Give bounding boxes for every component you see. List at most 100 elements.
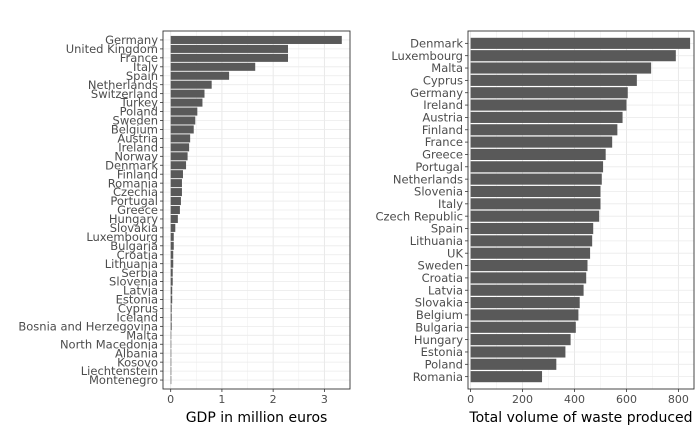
gdp-y-tick-label-greece: Greece xyxy=(117,203,158,217)
gdp-bar-cyprus xyxy=(170,304,172,313)
gdp-y-tick-label-austria: Austria xyxy=(117,132,158,146)
gdp-x-tick-label: 2 xyxy=(270,393,277,406)
waste-y-tick-label-slovenia: Slovenia xyxy=(414,185,463,199)
waste-y-tick-label-hungary: Hungary xyxy=(414,333,463,347)
gdp-bar-iceland xyxy=(170,313,172,322)
gdp-y-tick-label-kosovo: Kosovo xyxy=(117,355,158,369)
waste-bar-greece xyxy=(470,148,606,161)
waste-bar-luxembourg xyxy=(470,50,676,62)
gdp-bar-kosovo xyxy=(170,358,172,367)
gdp-y-tick-label-north-macedonia: North Macedonia xyxy=(60,337,158,351)
gdp-bar-denmark xyxy=(170,161,187,170)
gdp-bar-austria xyxy=(170,134,191,143)
gdp-bar-sweden xyxy=(170,116,196,125)
gdp-bar-portugal xyxy=(170,197,181,206)
waste-y-tick-label-poland: Poland xyxy=(425,357,463,371)
waste-y-tick-label-croatia: Croatia xyxy=(422,271,463,285)
gdp-y-tick-label-ireland: Ireland xyxy=(118,140,158,154)
waste-bar-poland xyxy=(470,358,557,370)
gdp-y-tick-label-turkey: Turkey xyxy=(120,96,159,110)
waste-y-tick-label-lithuania: Lithuania xyxy=(410,234,463,248)
gdp-y-tick-label-albania: Albania xyxy=(115,346,158,360)
gdp-y-tick-label-malta: Malta xyxy=(126,328,158,342)
gdp-bar-poland xyxy=(170,107,198,116)
gdp-y-tick-label-netherlands: Netherlands xyxy=(88,78,158,92)
waste-x-tick-label: 600 xyxy=(616,393,637,406)
gdp-y-tick-label-hungary: Hungary xyxy=(109,212,158,226)
gdp-y-tick-label-liechtenstein: Liechtenstein xyxy=(81,364,158,378)
gdp-bar-bulgaria xyxy=(170,241,174,250)
waste-y-tick-label-bulgaria: Bulgaria xyxy=(415,320,463,334)
waste-bar-slovakia xyxy=(470,297,580,309)
gdp-y-tick-label-romania: Romania xyxy=(108,176,158,190)
waste-x-axis-title: Total volume of waste produced xyxy=(468,410,692,426)
waste-bar-france xyxy=(470,136,613,148)
waste-y-tick-label-portugal: Portugal xyxy=(415,160,463,174)
waste-bar-hungary xyxy=(470,334,571,346)
gdp-y-tick-label-slovenia: Slovenia xyxy=(109,275,158,289)
gdp-bar-united-kingdom xyxy=(170,44,289,53)
waste-bar-cyprus xyxy=(470,74,637,86)
gdp-bar-romania xyxy=(170,179,182,188)
gdp-y-tick-label-france: France xyxy=(120,51,158,65)
waste-y-tick-label-cyprus: Cyprus xyxy=(423,74,463,88)
gdp-bar-france xyxy=(170,53,289,62)
gdp-bar-spain xyxy=(170,71,230,80)
gdp-y-tick-label-poland: Poland xyxy=(120,105,158,119)
waste-y-tick-label-sweden: Sweden xyxy=(418,259,463,273)
waste-bar-estonia xyxy=(470,346,566,358)
gdp-y-tick-label-luxembourg: Luxembourg xyxy=(86,230,158,244)
gdp-y-tick-label-iceland: Iceland xyxy=(116,311,158,325)
waste-bar-sweden xyxy=(470,259,588,272)
gdp-y-tick-label-spain: Spain xyxy=(126,69,158,83)
waste-bar-malta xyxy=(470,62,652,74)
gdp-bar-ireland xyxy=(170,143,190,152)
waste-y-tick-label-estonia: Estonia xyxy=(421,345,463,359)
gdp-y-tick-label-denmark: Denmark xyxy=(105,158,158,172)
gdp-bar-estonia xyxy=(170,295,173,304)
gdp-y-tick-label-lithuania: Lithuania xyxy=(105,257,158,271)
waste-bar-denmark xyxy=(470,37,691,49)
gdp-bar-serbia xyxy=(170,268,173,277)
gdp-y-tick-label-cyprus: Cyprus xyxy=(118,302,158,316)
waste-chart: DenmarkLuxembourgMaltaCyprusGermanyIrela… xyxy=(375,30,695,426)
gdp-bar-montenegro xyxy=(170,376,172,385)
waste-y-tick-label-germany: Germany xyxy=(410,86,463,100)
gdp-x-tick-label: 3 xyxy=(321,393,328,406)
waste-bar-austria xyxy=(470,111,623,123)
waste-y-tick-label-romania: Romania xyxy=(413,370,463,384)
gdp-bar-germany xyxy=(170,35,342,44)
waste-bar-czech-republic xyxy=(470,210,600,222)
waste-bar-romania xyxy=(470,371,543,383)
gdp-bar-slovakia xyxy=(170,223,176,232)
waste-bar-finland xyxy=(470,124,618,136)
waste-bar-belgium xyxy=(470,309,579,321)
gdp-y-tick-label-serbia: Serbia xyxy=(121,266,158,280)
waste-x-tick-label: 0 xyxy=(467,393,474,406)
waste-y-tick-label-ireland: Ireland xyxy=(423,98,463,112)
waste-y-tick-label-belgium: Belgium xyxy=(416,308,463,322)
waste-x-tick-label: 800 xyxy=(668,393,689,406)
gdp-bar-latvia xyxy=(170,286,173,295)
waste-bar-latvia xyxy=(470,284,584,296)
gdp-y-tick-label-united-kingdom: United Kingdom xyxy=(66,42,158,56)
gdp-y-tick-label-croatia: Croatia xyxy=(117,248,158,262)
gdp-bar-bosnia-and-herzegovina xyxy=(170,322,172,331)
gdp-bar-luxembourg xyxy=(170,232,174,241)
waste-y-tick-label-finland: Finland xyxy=(422,123,463,137)
waste-y-tick-label-latvia: Latvia xyxy=(428,283,463,297)
waste-y-tick-label-slovakia: Slovakia xyxy=(415,296,463,310)
waste-y-tick-label-netherlands: Netherlands xyxy=(393,172,463,186)
gdp-bar-malta xyxy=(170,331,172,340)
gdp-y-tick-label-slovakia: Slovakia xyxy=(110,221,158,235)
gdp-bar-slovenia xyxy=(170,277,173,286)
gdp-bar-greece xyxy=(170,205,180,215)
waste-bar-bulgaria xyxy=(470,321,576,333)
waste-y-tick-label-denmark: Denmark xyxy=(410,36,463,50)
waste-y-tick-label-spain: Spain xyxy=(431,222,463,236)
waste-bar-italy xyxy=(470,198,601,210)
gdp-y-tick-label-bulgaria: Bulgaria xyxy=(110,239,158,253)
gdp-x-tick-label: 1 xyxy=(218,393,225,406)
